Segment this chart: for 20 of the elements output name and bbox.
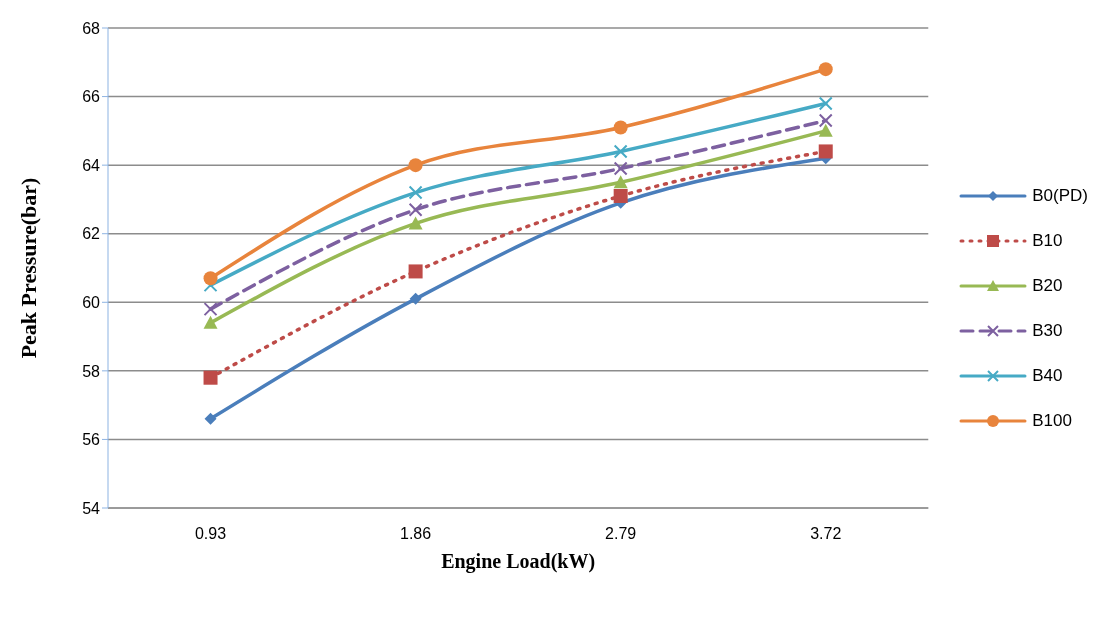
y-tick-label: 66	[82, 88, 101, 106]
legend-label: B30	[1032, 320, 1063, 341]
legend-label: B40	[1032, 365, 1063, 386]
y-tick-label: 60	[82, 293, 101, 311]
legend-label: B0(PD)	[1032, 185, 1088, 206]
y-tick-label: 68	[82, 19, 101, 37]
legend-label: B20	[1032, 275, 1063, 296]
x-tick-label: 2.79	[605, 525, 637, 543]
y-tick-label: 62	[82, 225, 101, 243]
x-axis-title: Engine Load(kW)	[441, 550, 596, 573]
y-tick-label: 56	[82, 431, 101, 449]
x-tick-label: 3.72	[810, 525, 842, 543]
x-tick-label: 1.86	[400, 525, 432, 543]
legend-label: B100	[1032, 410, 1072, 431]
y-tick-label: 64	[82, 156, 101, 174]
y-tick-label: 58	[82, 362, 101, 380]
y-axis-title: Peak Pressure(bar)	[15, 177, 41, 359]
y-tick-label: 54	[82, 499, 101, 517]
x-tick-label: 0.93	[194, 525, 227, 543]
legend-label: B10	[1032, 230, 1063, 251]
